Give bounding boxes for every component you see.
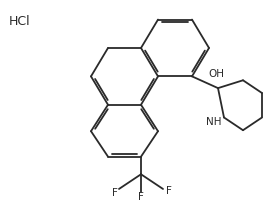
- Text: HCl: HCl: [9, 15, 31, 28]
- Text: OH: OH: [208, 69, 224, 79]
- Text: F: F: [112, 188, 118, 198]
- Text: F: F: [138, 192, 144, 202]
- Text: NH: NH: [206, 117, 222, 127]
- Text: F: F: [166, 186, 172, 196]
